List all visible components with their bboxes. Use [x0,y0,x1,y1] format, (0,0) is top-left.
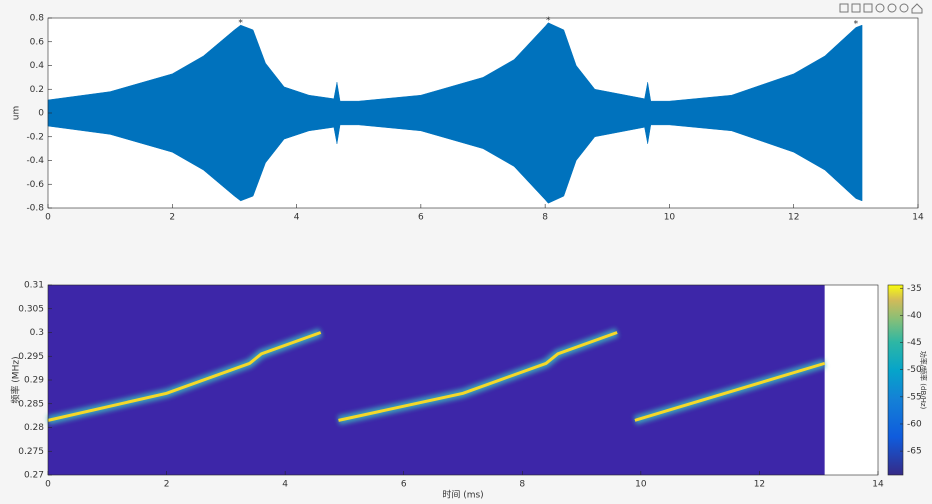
x-tick-label: 2 [164,480,170,490]
colorbar-tick-label: -35 [907,284,922,294]
colorbar-label: 功率/频率 (dB/Hz) [919,351,928,410]
colorbar-tick-label: -60 [907,419,922,429]
tool-icon[interactable] [863,3,873,13]
y-tick-label: 0.8 [30,14,45,24]
y-tick-label: 0.6 [30,37,45,47]
y-tick-label: -0.8 [26,204,44,214]
peak-marker: * [546,16,551,26]
y-tick-label: 0 [38,109,44,119]
x-tick-label: 6 [401,480,407,490]
tool-icon[interactable] [851,3,861,13]
toolbar [839,3,923,14]
y-tick-label: 0.28 [24,423,44,433]
y-tick-label: -0.6 [26,180,44,190]
y-tick-label: -0.4 [26,156,44,166]
x-tick-label: 8 [542,213,548,223]
colorbar-tick-label: -65 [907,447,922,457]
y-axis-label: um [12,106,22,120]
tool-icon[interactable] [911,3,923,14]
x-tick-label: 0 [45,480,51,490]
y-tick-label: 0.31 [24,281,44,291]
spectrogram-background [48,285,825,475]
x-tick-label: 4 [294,213,300,223]
x-tick-label: 12 [788,213,799,223]
tool-icon[interactable] [887,3,897,13]
signal-envelope [47,112,863,204]
y-tick-label: 0.29 [24,376,44,386]
tool-icon[interactable] [899,3,909,13]
y-tick-label: 0.285 [18,399,44,409]
x-tick-label: 12 [754,480,765,490]
tool-icon[interactable] [875,3,885,13]
peak-marker: * [854,19,859,29]
y-tick-label: 0.2 [30,85,44,95]
x-tick-label: 10 [635,480,647,490]
y-tick-label: 0.305 [18,304,44,314]
y-tick-label: 0.295 [18,352,44,362]
x-tick-label: 6 [418,213,424,223]
colorbar-tick-label: -40 [907,311,922,321]
colorbar-tick-label: -55 [907,392,922,402]
y-axis-label: 频率 (MHz) [10,356,22,403]
ridge [47,331,826,422]
colorbar [887,284,904,476]
signal-envelope [47,22,863,114]
y-tick-label: 0.275 [18,447,44,457]
x-tick-label: 4 [282,480,288,490]
y-tick-label: -0.2 [26,132,44,142]
x-tick-label: 10 [664,213,676,223]
peak-marker: * [238,18,243,28]
y-tick-label: 0.27 [24,471,44,481]
colorbar-tick-label: -50 [907,365,922,375]
y-tick-label: 0.3 [30,328,44,338]
colorbar-tick-label: -45 [907,338,922,348]
x-tick-label: 14 [872,480,884,490]
x-axis-label: 时间 (ms) [442,489,483,501]
x-tick-label: 0 [45,213,51,223]
y-tick-label: 0.4 [30,61,45,71]
tool-icon[interactable] [839,3,849,13]
x-tick-label: 14 [912,213,924,223]
x-tick-label: 2 [169,213,175,223]
x-tick-label: 8 [519,480,525,490]
